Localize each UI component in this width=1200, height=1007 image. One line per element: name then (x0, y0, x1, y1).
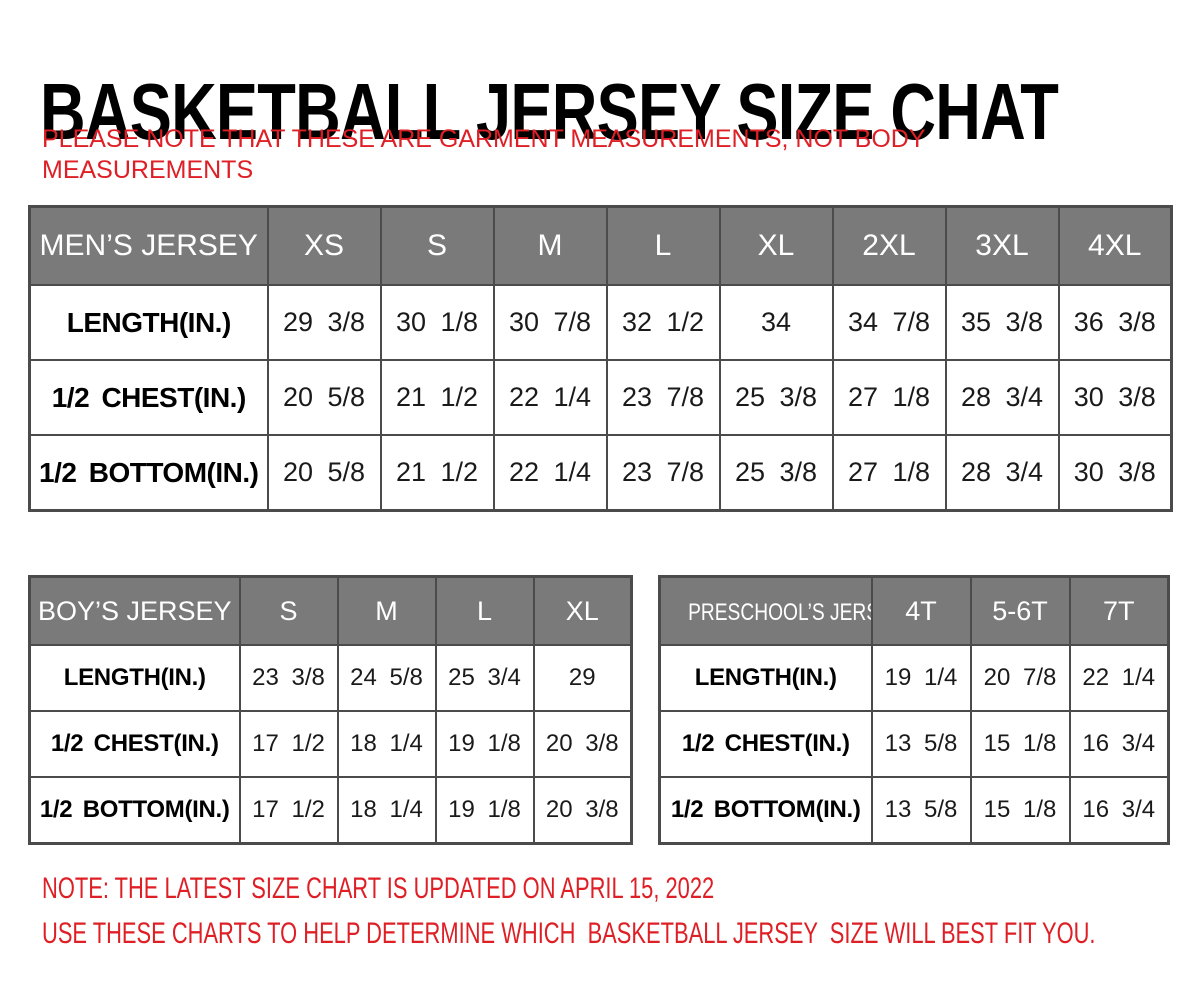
size-header-4t: 4T (870, 575, 972, 646)
table-cell: 28 3/4 (944, 434, 1060, 512)
table-cell: 16 3/4 (1068, 776, 1170, 845)
mens-table-title: MEN’S JERSEY (28, 205, 269, 286)
table-cell: 23 7/8 (605, 359, 721, 436)
table-cell: 24 5/8 (336, 644, 437, 712)
table-cell: 16 3/4 (1068, 710, 1170, 778)
size-header-xs: XS (266, 205, 382, 286)
row-label-length: LENGTH(IN.) (28, 284, 269, 361)
table-cell: 28 3/4 (944, 359, 1060, 436)
table-cell: 34 7/8 (831, 284, 947, 361)
size-header-m: M (492, 205, 608, 286)
preschool-jersey-size-table: PRESCHOOL’S JERSEY 4T 5-6T 7T LENGTH(IN.… (658, 575, 1170, 845)
table-cell: 36 3/8 (1057, 284, 1173, 361)
table-row: 1/2 BOTTOM(IN.) 13 5/8 15 1/8 16 3/4 (658, 776, 1170, 845)
table-cell: 25 3/8 (718, 359, 834, 436)
size-header-4xl: 4XL (1057, 205, 1173, 286)
row-label-half-chest: 1/2 CHEST(IN.) (658, 710, 873, 778)
table-cell: 25 3/4 (434, 644, 535, 712)
table-row: 1/2 BOTTOM(IN.) 20 5/8 21 1/2 22 1/4 23 … (28, 434, 1173, 512)
table-cell: 20 3/8 (532, 776, 633, 845)
table-cell: 23 7/8 (605, 434, 721, 512)
table-cell: 29 3/8 (266, 284, 382, 361)
row-label-half-chest: 1/2 CHEST(IN.) (28, 710, 241, 778)
table-cell: 22 1/4 (492, 434, 608, 512)
size-header-s: S (238, 575, 339, 646)
preschool-table-title-text: PRESCHOOL’S JERSEY (688, 598, 869, 626)
table-cell: 15 1/8 (969, 710, 1071, 778)
table-cell: 32 1/2 (605, 284, 721, 361)
table-cell: 27 1/8 (831, 434, 947, 512)
row-label-length: LENGTH(IN.) (658, 644, 873, 712)
size-header-m: M (336, 575, 437, 646)
row-label-half-bottom: 1/2 BOTTOM(IN.) (28, 776, 241, 845)
table-row: 1/2 BOTTOM(IN.) 17 1/2 18 1/4 19 1/8 20 … (28, 776, 633, 845)
table-cell: 27 1/8 (831, 359, 947, 436)
table-cell: 30 3/8 (1057, 434, 1173, 512)
table-cell: 25 3/8 (718, 434, 834, 512)
table-cell: 18 1/4 (336, 776, 437, 845)
table-cell: 13 5/8 (870, 776, 972, 845)
table-cell: 35 3/8 (944, 284, 1060, 361)
preschool-table-title: PRESCHOOL’S JERSEY (658, 575, 873, 646)
table-cell: 19 1/4 (870, 644, 972, 712)
table-header-row: PRESCHOOL’S JERSEY 4T 5-6T 7T (658, 575, 1170, 646)
row-label-length: LENGTH(IN.) (28, 644, 241, 712)
table-cell: 22 1/4 (1068, 644, 1170, 712)
table-cell: 30 7/8 (492, 284, 608, 361)
table-cell: 15 1/8 (969, 776, 1071, 845)
table-header-row: BOY’S JERSEY S M L XL (28, 575, 633, 646)
row-label-half-bottom: 1/2 BOTTOM(IN.) (658, 776, 873, 845)
size-header-s: S (379, 205, 495, 286)
table-row: 1/2 CHEST(IN.) 17 1/2 18 1/4 19 1/8 20 3… (28, 710, 633, 778)
size-header-l: L (605, 205, 721, 286)
table-cell: 17 1/2 (238, 710, 339, 778)
table-row: LENGTH(IN.) 29 3/8 30 1/8 30 7/8 32 1/2 … (28, 284, 1173, 361)
size-header-xl: XL (532, 575, 633, 646)
table-cell: 13 5/8 (870, 710, 972, 778)
size-header-3xl: 3XL (944, 205, 1060, 286)
table-cell: 34 (718, 284, 834, 361)
table-header-row: MEN’S JERSEY XS S M L XL 2XL 3XL 4XL (28, 205, 1173, 286)
fit-advice-note: USE THESE CHARTS TO HELP DETERMINE WHICH… (42, 917, 1096, 950)
size-header-xl: XL (718, 205, 834, 286)
table-cell: 20 5/8 (266, 359, 382, 436)
table-cell: 20 3/8 (532, 710, 633, 778)
table-cell: 19 1/8 (434, 776, 535, 845)
table-cell: 17 1/2 (238, 776, 339, 845)
table-cell: 21 1/2 (379, 434, 495, 512)
boys-table-title: BOY’S JERSEY (28, 575, 241, 646)
size-header-5-6t: 5-6T (969, 575, 1071, 646)
table-row: 1/2 CHEST(IN.) 13 5/8 15 1/8 16 3/4 (658, 710, 1170, 778)
table-row: LENGTH(IN.) 19 1/4 20 7/8 22 1/4 (658, 644, 1170, 712)
table-cell: 19 1/8 (434, 710, 535, 778)
size-header-2xl: 2XL (831, 205, 947, 286)
size-header-l: L (434, 575, 535, 646)
row-label-half-bottom: 1/2 BOTTOM(IN.) (28, 434, 269, 512)
table-row: 1/2 CHEST(IN.) 20 5/8 21 1/2 22 1/4 23 7… (28, 359, 1173, 436)
table-cell: 21 1/2 (379, 359, 495, 436)
table-row: LENGTH(IN.) 23 3/8 24 5/8 25 3/4 29 (28, 644, 633, 712)
table-cell: 20 5/8 (266, 434, 382, 512)
table-cell: 23 3/8 (238, 644, 339, 712)
garment-measurement-note: PLEASE NOTE THAT THESE ARE GARMENT MEASU… (42, 125, 926, 184)
mens-jersey-size-table: MEN’S JERSEY XS S M L XL 2XL 3XL 4XL LEN… (28, 205, 1173, 512)
boys-jersey-size-table: BOY’S JERSEY S M L XL LENGTH(IN.) 23 3/8… (28, 575, 633, 845)
table-cell: 29 (532, 644, 633, 712)
size-header-7t: 7T (1068, 575, 1170, 646)
table-cell: 22 1/4 (492, 359, 608, 436)
update-date-note: NOTE: THE LATEST SIZE CHART IS UPDATED O… (42, 872, 715, 905)
row-label-half-chest: 1/2 CHEST(IN.) (28, 359, 269, 436)
table-cell: 20 7/8 (969, 644, 1071, 712)
table-cell: 18 1/4 (336, 710, 437, 778)
page-title: BASKETBALL JERSEY SIZE CHAT (40, 66, 1059, 156)
table-cell: 30 3/8 (1057, 359, 1173, 436)
table-cell: 30 1/8 (379, 284, 495, 361)
